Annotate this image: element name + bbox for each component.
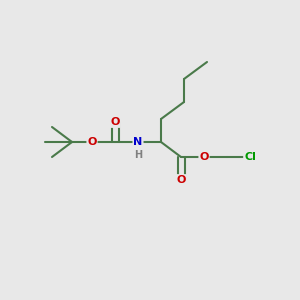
- Text: O: O: [110, 117, 120, 127]
- Text: O: O: [199, 152, 209, 162]
- Text: O: O: [176, 175, 186, 185]
- Text: Cl: Cl: [244, 152, 256, 162]
- Text: N: N: [134, 137, 142, 147]
- Text: H: H: [134, 150, 142, 160]
- Text: O: O: [87, 137, 97, 147]
